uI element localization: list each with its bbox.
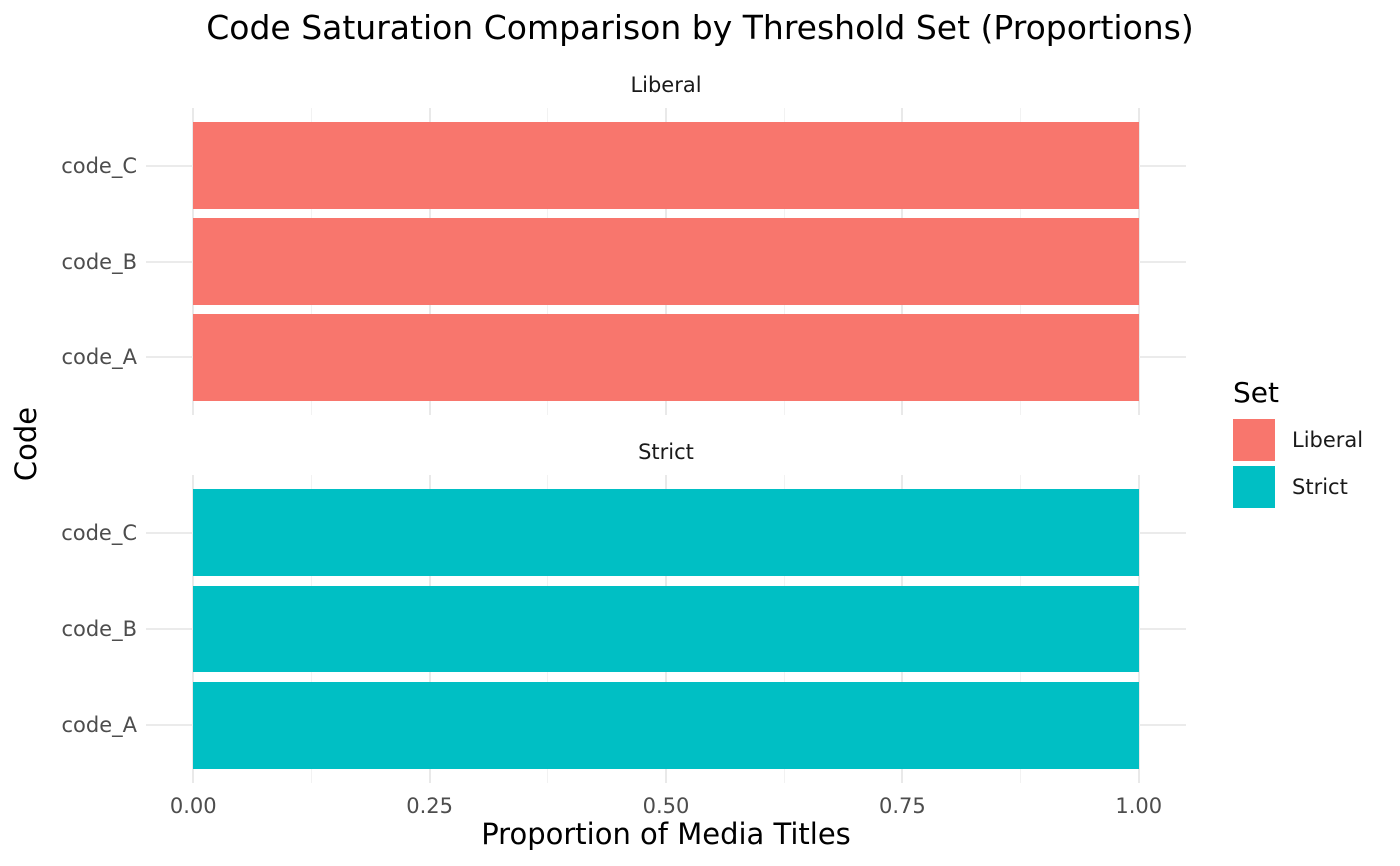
legend-title: Set — [1233, 376, 1279, 409]
panel-liberal — [146, 108, 1186, 415]
x-tick-label: 0.50 — [642, 794, 690, 818]
facet-strip-label: Strict — [638, 440, 694, 464]
y-tick-label-code_A: code_A — [61, 713, 137, 738]
plot-title: Code Saturation Comparison by Threshold … — [206, 8, 1194, 47]
bar-liberal-code_C — [193, 122, 1139, 209]
x-tick-label: 1.00 — [1115, 794, 1163, 818]
bar-liberal-code_B — [193, 218, 1139, 305]
legend: Set Liberal Strict — [1233, 377, 1363, 513]
y-tick-label-code_A: code_A — [61, 345, 137, 370]
y-tick-label-code_B: code_B — [61, 617, 137, 641]
y-tick-label-code_B: code_B — [61, 249, 137, 274]
y-tick-label-code_C: code_C — [61, 153, 137, 178]
bar-strict-code_B — [193, 585, 1139, 673]
x-axis-title: Proportion of Media Titles — [481, 817, 851, 851]
x-tick-label: 0.25 — [406, 794, 454, 818]
y-axis-title: Code — [9, 406, 43, 482]
x-tick-label: 0.75 — [878, 794, 926, 818]
legend-swatch-strict — [1233, 466, 1275, 508]
y-tick-label-code_C: code_C — [61, 520, 137, 545]
legend-label-strict: Strict — [1292, 475, 1348, 499]
bar-liberal-code_A — [193, 314, 1139, 401]
legend-entry-liberal: Liberal — [1233, 419, 1363, 461]
facet-strip-label: Liberal — [630, 73, 702, 97]
bar-strict-code_C — [193, 489, 1139, 577]
x-tick-label: 0.00 — [169, 794, 217, 818]
bar-strict-code_A — [193, 681, 1139, 769]
legend-label-liberal: Liberal — [1292, 428, 1364, 452]
legend-entry-strict: Strict — [1233, 466, 1363, 508]
panel-strict — [146, 475, 1186, 783]
legend-swatch-liberal — [1233, 419, 1275, 461]
